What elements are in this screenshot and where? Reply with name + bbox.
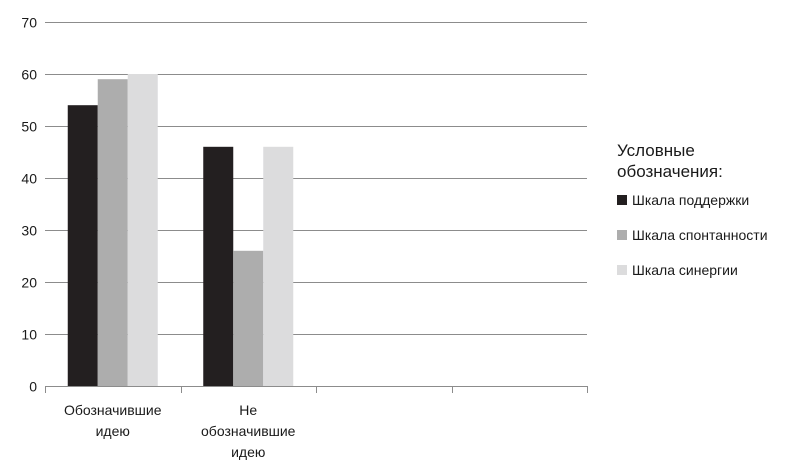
legend-swatch-support [617,194,627,205]
x-category-label-1-line-1: Обозначившие [64,402,162,418]
bar-series-3-category-2 [263,146,294,386]
y-tick-label-40: 40 [21,171,37,187]
legend: Условные обозначения: Шкала поддержки Шк… [617,140,802,295]
y-tick-label-50: 50 [21,119,37,135]
legend-swatch-spontaneity [617,229,627,240]
x-category-label-1-line-2: идею [96,423,130,439]
legend-item-spontaneity: Шкала спонтанности [617,225,802,244]
bar-series-3-category-1 [127,74,158,386]
y-tick-label-60: 60 [21,67,37,83]
y-tick-label-30: 30 [21,223,37,239]
legend-label-spontaneity: Шкала спонтанности [632,226,768,243]
legend-label-synergy: Шкала синергии [632,261,738,278]
bars [67,74,294,386]
legend-title: Условные обозначения: [617,140,802,182]
legend-item-support: Шкала поддержки [617,190,802,209]
axes [45,386,588,393]
legend-title-line-2: обозначения: [617,162,723,181]
bar-series-1-category-2 [203,146,234,386]
bar-series-2-category-2 [233,250,264,386]
legend-title-line-1: Условные [617,141,695,160]
y-tick-label-0: 0 [29,379,37,395]
x-category-labels: Обозначившие идею Не обозначившие идею [64,402,296,460]
y-tick-label-70: 70 [21,15,37,31]
x-category-label-2-line-1: Не [239,402,257,418]
y-tick-label-10: 10 [21,327,37,343]
legend-item-synergy: Шкала синергии [617,260,802,279]
bar-series-1-category-1 [67,105,98,386]
y-tick-labels: 0 10 20 30 40 50 60 70 [21,15,37,395]
x-category-label-2-line-3: идею [231,444,265,460]
bar-series-2-category-1 [97,79,128,386]
y-tick-label-20: 20 [21,275,37,291]
legend-swatch-synergy [617,264,627,275]
legend-label-support: Шкала поддержки [632,191,750,208]
x-category-label-2-line-2: обозначившие [201,423,296,439]
